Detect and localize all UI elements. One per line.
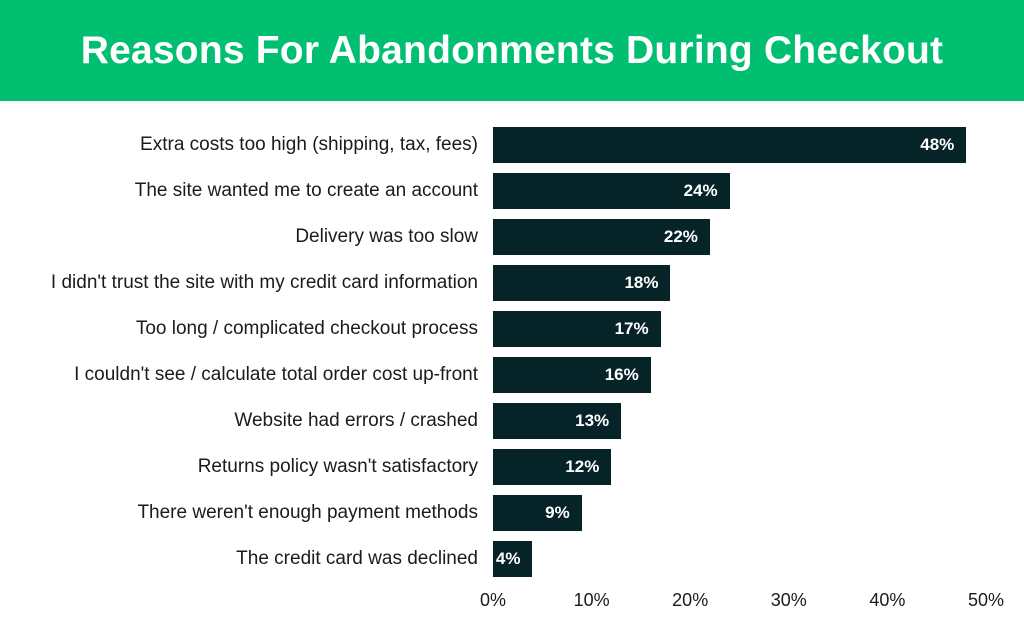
category-label: I didn't trust the site with my credit c… [50, 272, 478, 293]
value-label: 4% [495, 549, 521, 568]
value-label: 22% [663, 227, 698, 246]
bar [493, 357, 651, 393]
category-label: I couldn't see / calculate total order c… [74, 364, 478, 385]
bar [493, 219, 710, 255]
x-tick-label: 10% [573, 590, 610, 610]
category-label: Website had errors / crashed [234, 410, 478, 431]
category-label: The credit card was declined [236, 548, 478, 569]
x-tick-label: 20% [672, 590, 709, 610]
value-label: 9% [545, 503, 570, 522]
bar [493, 265, 671, 301]
value-label: 12% [565, 457, 600, 476]
value-label: 48% [920, 135, 955, 154]
bar [493, 173, 730, 209]
bar [493, 449, 612, 485]
category-label: Delivery was too slow [295, 226, 478, 247]
category-label: Returns policy wasn't satisfactory [197, 456, 478, 477]
bar [493, 541, 533, 577]
x-tick-label: 30% [770, 590, 807, 610]
chart-title: Reasons For Abandonments During Checkout [80, 28, 944, 72]
x-tick-label: 0% [479, 590, 506, 610]
category-label: Extra costs too high (shipping, tax, fee… [140, 134, 478, 155]
x-tick-label: 40% [869, 590, 906, 610]
x-tick-label: 50% [967, 590, 1005, 610]
value-label: 16% [604, 365, 639, 384]
bar [493, 127, 967, 163]
value-label: 17% [614, 319, 649, 338]
value-label: 24% [683, 181, 718, 200]
chart-header: Reasons For Abandonments During Checkout [0, 0, 1024, 101]
category-label: There weren't enough payment methods [137, 502, 478, 523]
bar [493, 495, 582, 531]
category-label: The site wanted me to create an account [134, 180, 478, 201]
bar [493, 311, 661, 347]
category-label: Too long / complicated checkout process [135, 318, 478, 339]
value-label: 18% [624, 273, 659, 292]
value-label: 13% [575, 411, 610, 430]
bar [493, 403, 622, 439]
